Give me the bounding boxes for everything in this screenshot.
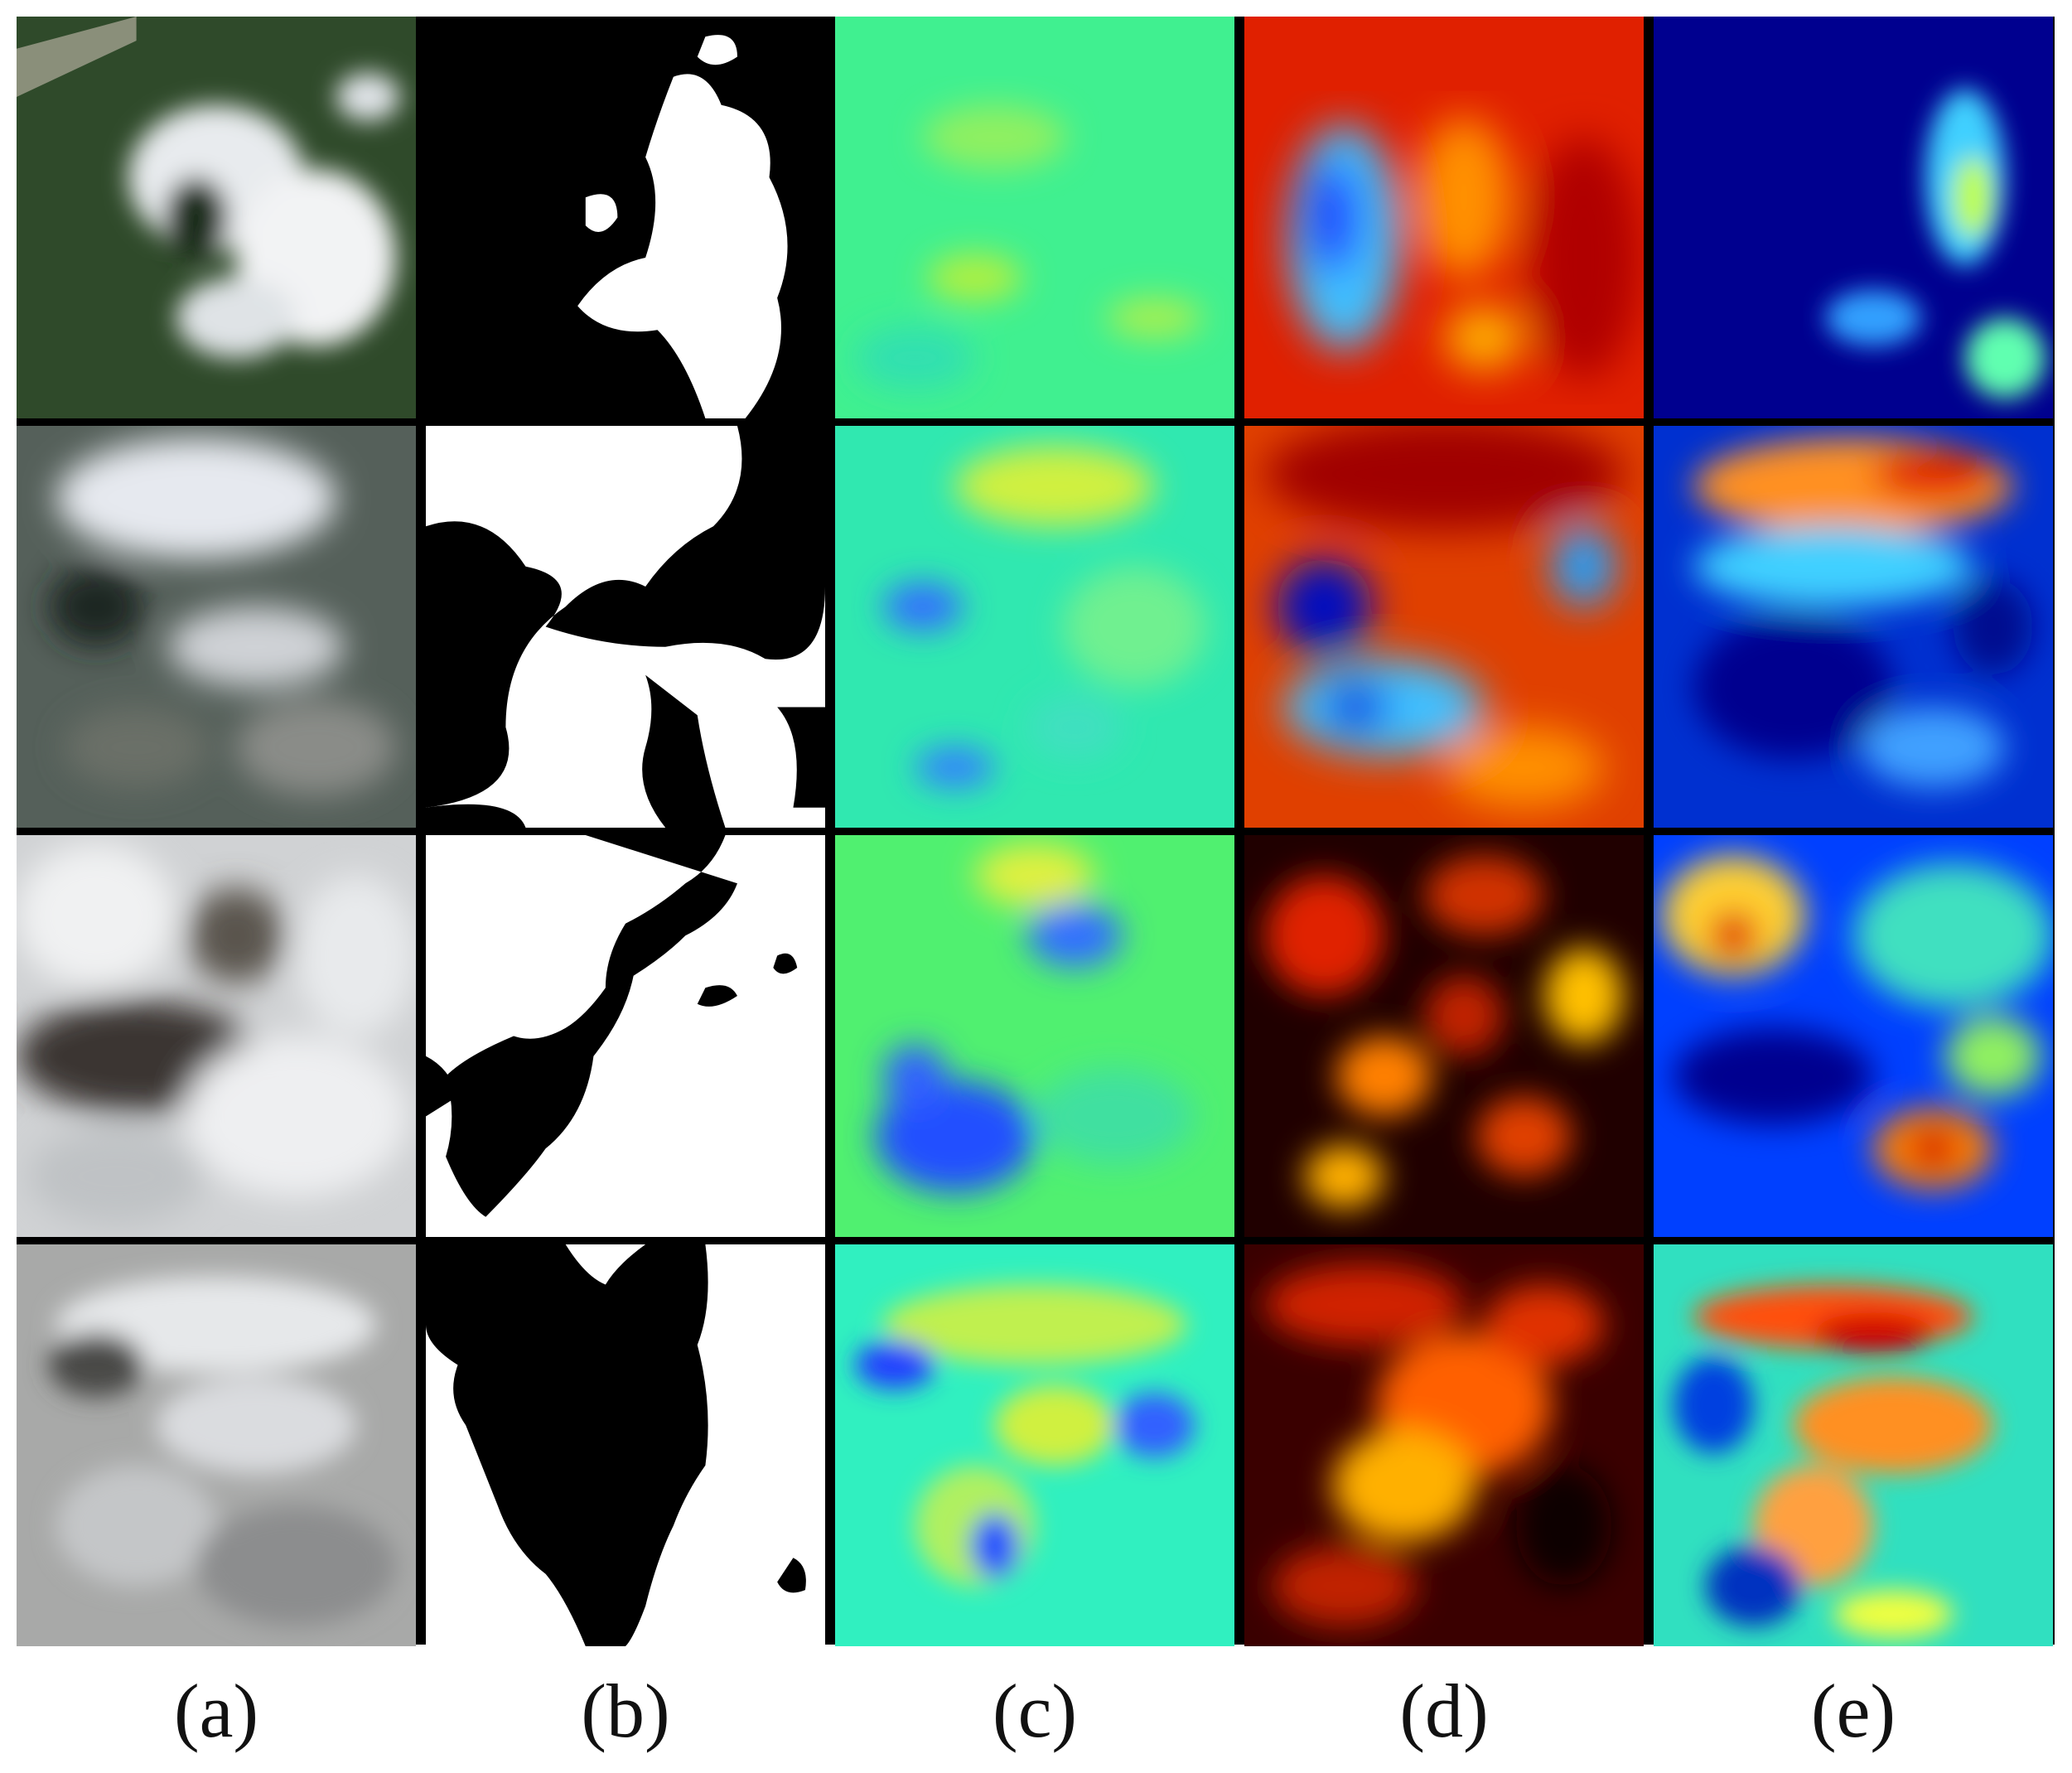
panel-r1-b-mask — [426, 17, 825, 418]
panel-r4-d-heatmap — [1244, 1244, 1644, 1646]
figure-grid — [17, 17, 2055, 1646]
label-b: (b) — [581, 1669, 670, 1753]
label-a: (a) — [173, 1669, 259, 1753]
panel-r2-d-heatmap — [1244, 426, 1644, 828]
panel-r1-a-satellite — [17, 17, 416, 418]
panel-r1-d-heatmap — [1244, 17, 1644, 418]
label-d: (d) — [1399, 1669, 1489, 1753]
panel-r2-c-heatmap — [835, 426, 1234, 828]
panel-r3-b-mask — [426, 835, 825, 1237]
panel-r4-e-heatmap — [1654, 1244, 2053, 1646]
panel-r3-d-heatmap — [1244, 835, 1644, 1237]
label-c: (c) — [992, 1669, 1078, 1753]
panel-r2-e-heatmap — [1654, 426, 2053, 828]
panel-r3-a-satellite — [17, 835, 416, 1237]
panel-r2-a-satellite — [17, 426, 416, 828]
column-labels: (a) (b) (c) (d) (e) — [17, 1665, 2055, 1756]
panel-r3-c-heatmap — [835, 835, 1234, 1237]
panel-r4-b-mask — [426, 1244, 825, 1646]
panel-r1-e-heatmap — [1654, 17, 2053, 418]
panel-r4-a-satellite — [17, 1244, 416, 1646]
panel-r4-c-heatmap — [835, 1244, 1234, 1646]
label-e: (e) — [1810, 1669, 1896, 1753]
panel-r2-b-mask — [426, 426, 825, 828]
panel-r1-c-heatmap — [835, 17, 1234, 418]
panel-r3-e-heatmap — [1654, 835, 2053, 1237]
